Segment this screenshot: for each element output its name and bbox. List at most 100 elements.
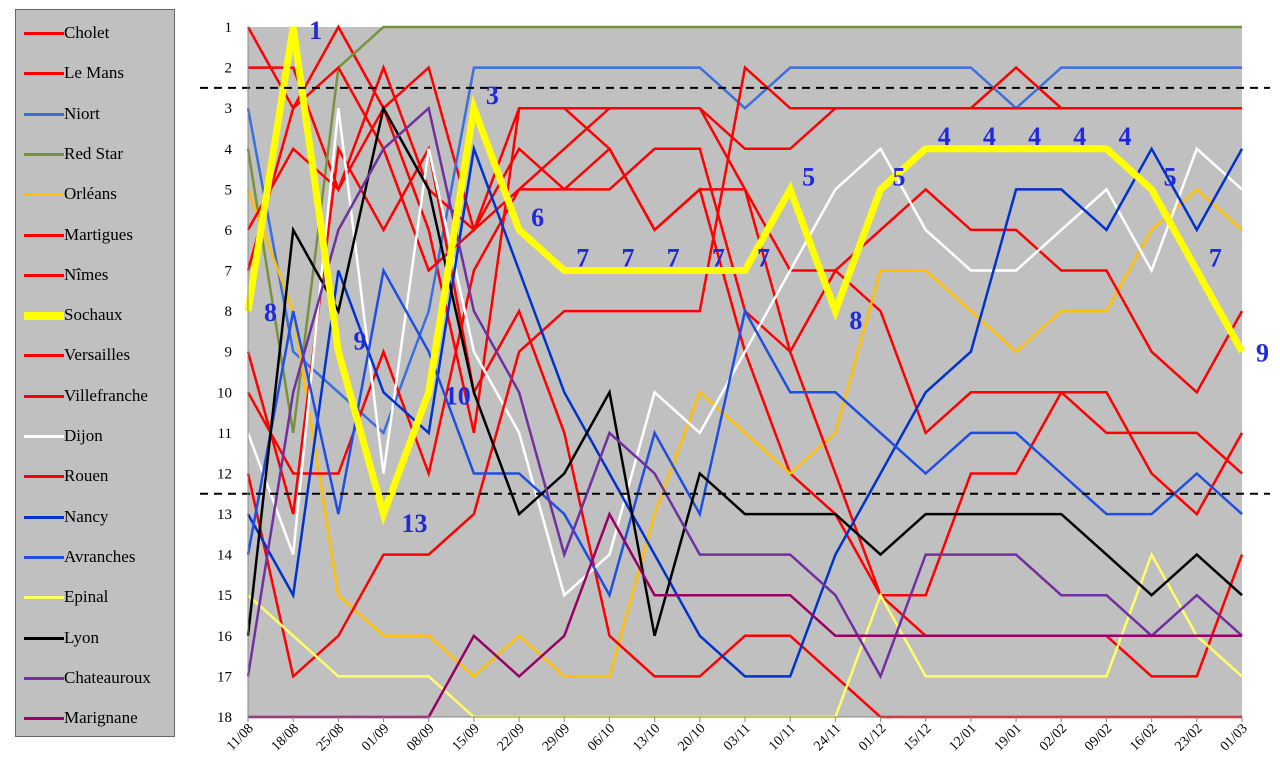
sochaux-rank-label: 1 [309, 16, 322, 45]
x-tick-label: 02/02 [1037, 721, 1070, 754]
legend-label: Avranches [64, 546, 136, 566]
legend-swatch [24, 475, 64, 479]
legend-swatch [24, 676, 64, 680]
y-tick-label: 3 [225, 101, 233, 117]
y-tick-label: 18 [217, 710, 232, 726]
legend-swatch [24, 312, 64, 321]
sochaux-rank-label: 8 [849, 306, 862, 335]
series-line-avranches [246, 266, 1243, 599]
legend-label: Lyon [64, 627, 99, 647]
y-tick-label: 10 [217, 385, 232, 401]
y-tick-label: 13 [217, 507, 232, 523]
legend: Cholet Le Mans Niort Red Star Orléans Martigu… [15, 9, 175, 737]
legend-item: Sochaux [16, 303, 176, 327]
legend-item: Villefranche [16, 384, 176, 408]
legend-swatch [24, 515, 64, 519]
sochaux-rank-label: 4 [938, 122, 951, 151]
sochaux-rank-label: 5 [1164, 162, 1177, 191]
x-tick-label: 12/01 [947, 721, 980, 754]
x-tick-label: 19/01 [992, 721, 1025, 754]
y-tick-label: 12 [217, 466, 232, 482]
legend-label: Cholet [64, 23, 110, 42]
legend-swatch [24, 435, 64, 438]
series-line-red-star [246, 25, 1242, 434]
x-tick-label: 25/08 [314, 721, 347, 754]
legend-swatch [24, 72, 64, 76]
sochaux-rank-label: 9 [354, 327, 367, 356]
y-tick-label: 6 [225, 223, 233, 239]
legend-label: Le Mans [64, 63, 124, 83]
sochaux-rank-label: 7 [576, 244, 589, 273]
x-tick-label: 13/10 [630, 721, 663, 754]
legend-item: Nîmes [16, 263, 176, 287]
legend-item: Red Star [16, 142, 176, 166]
legend-label: Marignane [64, 708, 138, 728]
x-tick-label: 06/10 [585, 721, 618, 754]
sochaux-rank-label: 7 [621, 244, 634, 273]
legend-swatch [24, 193, 64, 197]
x-tick-label: 23/02 [1172, 721, 1205, 754]
sochaux-rank-label: 7 [1209, 244, 1222, 273]
y-tick-label: 4 [225, 142, 233, 158]
legend-swatch [24, 596, 64, 600]
legend-item: Chateauroux [16, 666, 176, 690]
x-tick-label: 01/12 [856, 721, 889, 754]
y-tick-label: 5 [225, 182, 233, 198]
y-tick-label: 14 [217, 548, 233, 564]
legend-label: Chateauroux [64, 667, 151, 687]
legend-item: Martigues [16, 223, 176, 247]
legend-label: Martigues [64, 224, 133, 244]
y-tick-label: 11 [218, 426, 232, 442]
sochaux-rank-label: 7 [757, 244, 770, 273]
sochaux-rank-label: 13 [402, 509, 428, 538]
legend-swatch [24, 636, 64, 640]
x-tick-label: 10/11 [766, 721, 799, 754]
legend-label: Niort [64, 103, 100, 123]
legend-item: Versailles [16, 343, 176, 367]
x-tick-label: 16/02 [1127, 721, 1160, 754]
x-tick-label: 01/09 [359, 721, 392, 754]
sochaux-rank-label: 4 [1073, 122, 1086, 151]
legend-label: Rouen [64, 466, 109, 486]
legend-item: Niort [16, 102, 176, 126]
y-tick-label: 1 [225, 20, 233, 36]
legend-swatch [24, 273, 64, 277]
sochaux-rank-label: 9 [1256, 339, 1269, 368]
x-tick-label: 15/09 [450, 721, 483, 754]
legend-item: Le Mans [16, 61, 176, 85]
sochaux-rank-label: 7 [667, 244, 680, 273]
legend-swatch [24, 233, 64, 237]
legend-item: Dijon [16, 424, 176, 448]
sochaux-rank-label: 5 [802, 162, 815, 191]
x-tick-label: 22/09 [495, 721, 528, 754]
y-tick-label: 16 [217, 629, 233, 645]
sochaux-rank-label: 10 [445, 381, 471, 410]
series-line-dijon [246, 108, 1243, 598]
y-tick-label: 17 [217, 669, 233, 685]
sochaux-rank-label: 5 [893, 162, 906, 191]
legend-swatch [24, 112, 64, 116]
series-line-orl-ans [246, 187, 1243, 679]
x-tick-label: 11/08 [224, 721, 257, 754]
plot-area [248, 27, 1242, 717]
legend-item: Avranches [16, 545, 176, 569]
legend-item: Lyon [16, 626, 176, 650]
x-tick-label: 09/02 [1082, 721, 1115, 754]
series-line-nancy [246, 143, 1244, 678]
legend-swatch [24, 354, 64, 358]
y-tick-label: 15 [217, 588, 232, 604]
legend-item: Nancy [16, 505, 176, 529]
legend-swatch [24, 717, 64, 721]
legend-label: Villefranche [64, 385, 148, 405]
legend-label: Red Star [64, 143, 124, 163]
sochaux-rank-label: 4 [1028, 122, 1041, 151]
legend-swatch [24, 32, 64, 35]
y-tick-label: 2 [225, 61, 233, 77]
series-line-lyon [246, 104, 1243, 637]
legend-label: Nîmes [64, 264, 109, 284]
x-tick-label: 18/08 [269, 721, 302, 754]
sochaux-rank-label: 3 [486, 81, 499, 110]
sochaux-rank-label: 6 [531, 203, 544, 232]
x-tick-label: 29/09 [540, 721, 573, 754]
